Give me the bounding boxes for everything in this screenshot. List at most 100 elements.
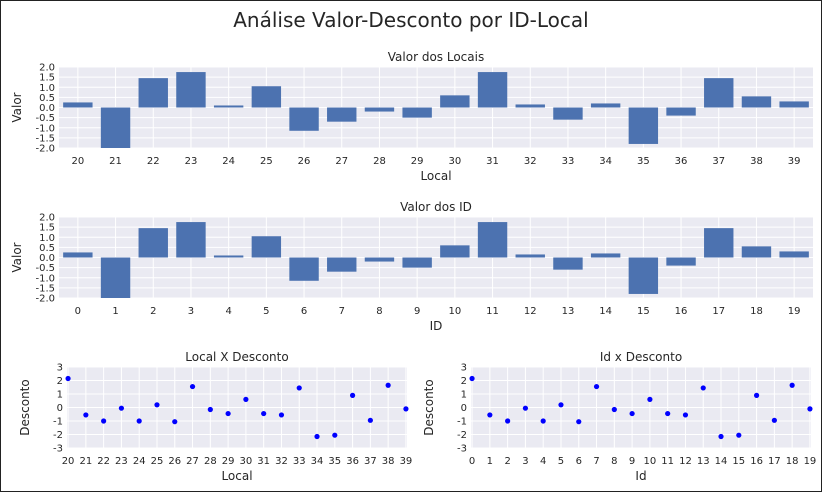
x-tick-label: 25 <box>260 156 273 167</box>
scatter-point <box>367 417 373 423</box>
scatter-point <box>647 396 653 402</box>
scatter-point <box>505 418 511 424</box>
x-tick-label: 4 <box>225 306 231 317</box>
x-tick-label: 6 <box>301 306 307 317</box>
bar <box>553 257 583 270</box>
y-tick-label: 1.5 <box>39 73 55 84</box>
bar <box>440 245 470 258</box>
x-tick-label: 11 <box>661 456 674 467</box>
y-tick-label: -3 <box>457 444 467 455</box>
y-tick-label: 0.5 <box>39 93 55 104</box>
x-tick-label: 33 <box>293 456 306 467</box>
x-tick-label: 13 <box>697 456 710 467</box>
x-tick-label: 5 <box>558 456 564 467</box>
y-tick-label: 1 <box>57 390 63 401</box>
x-tick-label: 6 <box>576 456 582 467</box>
scatter-point <box>349 392 356 398</box>
bar <box>100 257 131 298</box>
x-tick-label: 3 <box>188 306 194 317</box>
scatter-point <box>154 402 160 408</box>
x-axis-label: Id <box>635 469 646 483</box>
y-tick-label: -1.0 <box>35 123 55 134</box>
x-tick-label: 5 <box>263 306 269 317</box>
x-tick-label: 34 <box>311 456 324 467</box>
chart-title: Id x Desconto <box>600 350 682 364</box>
x-tick-label: 16 <box>750 456 763 467</box>
scatter-point <box>207 406 213 413</box>
y-tick-label: -3 <box>53 444 63 455</box>
bar <box>176 222 206 258</box>
x-tick-label: 32 <box>275 456 288 467</box>
bar <box>327 107 357 122</box>
x-tick-label: 17 <box>768 456 781 467</box>
x-axis-label: Local <box>221 469 252 483</box>
x-tick-label: 7 <box>593 456 599 467</box>
x-tick-label: 14 <box>599 306 612 317</box>
x-tick-label: 37 <box>364 456 377 467</box>
x-tick-label: 20 <box>62 456 75 467</box>
y-tick-label: 1.0 <box>39 83 55 94</box>
y-tick-label: -2.0 <box>35 144 55 155</box>
scatter-point <box>65 375 71 382</box>
x-tick-label: 34 <box>599 156 612 167</box>
x-tick-label: 0 <box>469 456 475 467</box>
bar <box>666 257 696 266</box>
scatter-point <box>593 383 600 390</box>
x-tick-label: 10 <box>448 306 461 317</box>
x-axis-label: ID <box>430 319 443 333</box>
scatter-point <box>83 412 89 418</box>
x-tick-label: 22 <box>147 156 160 167</box>
y-tick-label: 2 <box>461 376 467 387</box>
scatter-point <box>261 410 267 417</box>
scatter-point <box>243 396 249 402</box>
scatter-point <box>189 383 196 390</box>
chart-title: Local X Desconto <box>185 350 288 364</box>
x-tick-label: 1 <box>112 306 118 317</box>
scatter-point <box>718 433 724 440</box>
bar <box>440 95 470 108</box>
scatter-point <box>789 382 795 388</box>
chart-valor-dos-locais: 2.01.51.00.50.0-0.5-1.0-1.5-2.0 20 21 22 23 2… <box>10 50 813 183</box>
y-tick-label: 0.5 <box>39 243 55 254</box>
x-tick-label: 19 <box>788 306 801 317</box>
bar <box>63 252 93 258</box>
bar <box>704 78 734 108</box>
chart-title: Valor dos Locais <box>388 50 484 64</box>
x-tick-label: 17 <box>712 306 725 317</box>
scatter-point <box>753 392 760 398</box>
scatter-point <box>522 405 529 411</box>
y-tick-label: 3 <box>461 363 467 374</box>
bar <box>590 103 621 108</box>
x-tick-label: 30 <box>240 456 253 467</box>
x-tick-label: 24 <box>222 156 235 167</box>
x-tick-label: 31 <box>257 456 270 467</box>
scatter-point <box>403 406 409 412</box>
x-tick-label: 8 <box>376 306 382 317</box>
scatter-point <box>682 412 689 418</box>
x-tick-label: 15 <box>732 456 745 467</box>
y-tick-label: 1.5 <box>39 223 55 234</box>
chart-title: Valor dos ID <box>400 200 472 214</box>
y-tick-label: 0.0 <box>39 103 55 114</box>
x-tick-label: 37 <box>712 156 725 167</box>
bar <box>364 107 395 112</box>
x-tick-label: 27 <box>335 156 348 167</box>
scatter-point <box>487 412 493 418</box>
y-tick-label: 0 <box>461 403 467 414</box>
scatter-point <box>385 382 391 388</box>
x-tick-label: 24 <box>133 456 146 467</box>
y-tick-label: -0.5 <box>35 263 55 274</box>
bar <box>63 102 93 108</box>
x-tick-label: 21 <box>109 156 122 167</box>
x-tick-label: 16 <box>675 306 688 317</box>
x-tick-label: 7 <box>339 306 345 317</box>
x-tick-label: 21 <box>79 456 92 467</box>
y-axis-label: Valor <box>10 92 24 122</box>
bar <box>515 254 545 258</box>
x-tick-label: 20 <box>71 156 84 167</box>
x-tick-label: 39 <box>788 156 801 167</box>
x-tick-label: 10 <box>644 456 657 467</box>
bar <box>704 228 734 258</box>
x-tick-label: 8 <box>611 456 617 467</box>
bar <box>779 101 809 108</box>
